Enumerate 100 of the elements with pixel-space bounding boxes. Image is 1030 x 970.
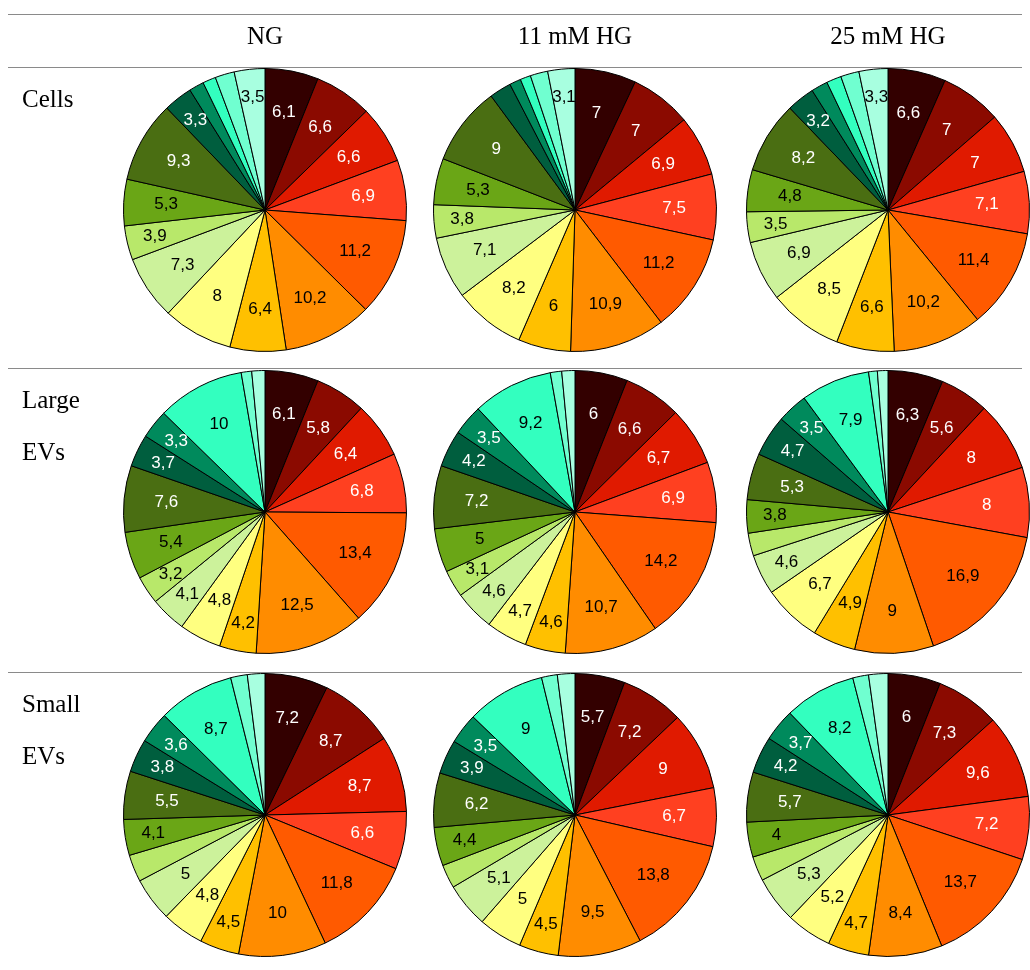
data-label: 7,1 — [975, 194, 999, 214]
data-label: 11,2 — [642, 252, 675, 272]
data-label: 6,6 — [336, 146, 361, 166]
data-label: 6,6 — [860, 297, 884, 317]
data-label: 12,5 — [280, 595, 314, 615]
data-label: 6,9 — [786, 242, 811, 262]
data-label: 8 — [212, 286, 223, 306]
data-label: 9,2 — [518, 413, 543, 433]
data-label: 3,3 — [864, 87, 889, 107]
data-label: 10,7 — [584, 597, 618, 617]
data-label: 7,3 — [932, 723, 957, 743]
data-label: 10,9 — [588, 293, 622, 313]
data-label: 6,3 — [895, 404, 920, 424]
data-label: 5,3 — [780, 476, 804, 496]
data-label: 4,8 — [195, 885, 220, 905]
data-label: 6 — [588, 404, 599, 424]
data-label: 3,3 — [183, 110, 208, 130]
data-label: 5,3 — [154, 194, 178, 214]
data-label: 7,1 — [472, 240, 497, 260]
data-label: 8,4 — [888, 902, 913, 922]
data-label: 6,4 — [333, 443, 358, 463]
data-label: 3,5 — [799, 418, 824, 438]
data-label: 4,7 — [780, 440, 805, 460]
data-label: 9 — [887, 600, 898, 620]
data-label: 6,6 — [617, 419, 642, 439]
data-label: 4,7 — [844, 913, 868, 933]
data-label: 9,5 — [580, 902, 605, 922]
data-label: 5 — [517, 888, 528, 908]
data-label: 4,5 — [534, 914, 558, 934]
data-label: 11,2 — [339, 240, 372, 260]
data-label: 10,2 — [906, 292, 940, 312]
data-label: 8,7 — [347, 775, 372, 795]
data-label: 3,7 — [151, 452, 175, 472]
data-label: 7 — [970, 152, 980, 172]
data-label: 5,7 — [580, 707, 605, 727]
data-label: 6,1 — [272, 404, 296, 424]
data-label: 8,5 — [817, 279, 841, 299]
data-label: 5,8 — [306, 418, 330, 438]
data-label: 5,5 — [155, 790, 179, 810]
data-label: 4,2 — [462, 450, 486, 470]
data-label: 3,2 — [806, 110, 830, 130]
data-label: 6,9 — [651, 154, 675, 174]
data-label: 4,9 — [838, 593, 862, 613]
data-label: 3,2 — [158, 564, 183, 584]
data-label: 7,2 — [974, 814, 999, 834]
data-label: 3,6 — [164, 734, 188, 754]
data-label: 6,9 — [661, 487, 685, 507]
data-label: 6,6 — [350, 822, 375, 842]
data-label: 8 — [982, 494, 992, 514]
data-label: 7,3 — [170, 254, 195, 274]
data-label: 6,6 — [896, 102, 921, 122]
data-label: 13,7 — [943, 872, 977, 892]
data-label: 5 — [180, 863, 191, 883]
data-label: 3,3 — [164, 431, 189, 451]
data-label: 3,8 — [450, 208, 474, 228]
data-label: 5,3 — [796, 864, 821, 884]
data-label: 6,6 — [308, 117, 332, 137]
data-label: 3,8 — [150, 757, 175, 777]
data-label: 6,7 — [662, 806, 686, 826]
text: Small EVs — [22, 689, 82, 771]
data-label: 5 — [474, 528, 485, 548]
data-label: 7 — [591, 103, 602, 123]
data-label: 4,1 — [175, 583, 200, 603]
data-label: 3,9 — [460, 758, 484, 778]
data-label: 3,7 — [788, 732, 813, 752]
data-label: 4,1 — [141, 822, 166, 842]
data-label: 9 — [520, 718, 531, 738]
data-label: 9 — [658, 759, 668, 779]
chart-title: 11 mM HG — [516, 22, 634, 50]
data-label: 3,8 — [763, 505, 787, 525]
data-label: 14,2 — [644, 551, 678, 571]
data-label: 4,6 — [774, 551, 799, 571]
data-label: 6,7 — [646, 448, 671, 468]
data-label: 8 — [966, 448, 977, 468]
text: Large EVs — [22, 385, 81, 467]
data-label: 10,2 — [293, 287, 327, 307]
data-label: 7,9 — [838, 409, 863, 429]
data-label: 11,8 — [320, 872, 353, 892]
data-label: 16,9 — [946, 566, 980, 586]
data-label: 5,4 — [158, 532, 183, 552]
data-label: 10 — [209, 414, 229, 434]
data-label: 3,1 — [552, 87, 576, 107]
data-label: 7,2 — [275, 708, 300, 728]
data-label: 6,1 — [272, 102, 296, 122]
data-label: 5,1 — [487, 868, 511, 888]
data-label: 11,4 — [957, 249, 990, 269]
data-label: 4,6 — [539, 612, 563, 632]
data-label: 13,4 — [338, 542, 372, 562]
data-label: 4,4 — [452, 830, 477, 850]
data-label: 8,7 — [204, 718, 228, 738]
data-label: 8,2 — [791, 148, 816, 168]
data-label: 4,5 — [216, 911, 241, 931]
data-label: 6,8 — [350, 481, 374, 501]
data-label: 6 — [901, 707, 912, 727]
data-label: 4,2 — [773, 756, 798, 776]
data-label: 3,5 — [240, 87, 265, 107]
data-label: 4,2 — [231, 612, 255, 632]
data-label: 6,9 — [351, 185, 375, 205]
data-label: 6,7 — [808, 573, 832, 593]
data-label: 7,5 — [662, 197, 686, 217]
